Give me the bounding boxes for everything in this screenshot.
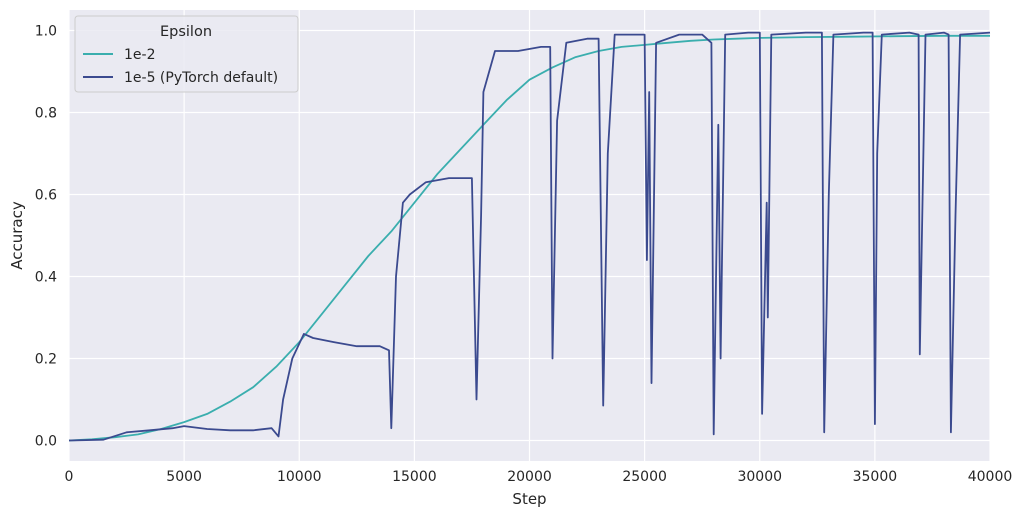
y-tick-label: 1.0 xyxy=(35,24,57,40)
x-tick-label: 5000 xyxy=(166,469,202,485)
x-tick-label: 0 xyxy=(65,469,74,485)
y-tick-label: 0.6 xyxy=(35,188,57,204)
y-tick-label: 0.2 xyxy=(35,352,57,368)
x-tick-label: 10000 xyxy=(277,469,322,485)
series-line-1e-2 xyxy=(68,34,990,442)
x-tick-label: 25000 xyxy=(622,469,667,485)
y-tick-label: 0.8 xyxy=(35,106,57,122)
x-tick-label: 35000 xyxy=(853,469,898,485)
x-tick-label: 20000 xyxy=(507,469,552,485)
y-axis-ticks: 0.0 0.2 0.4 0.6 0.8 1.0 xyxy=(35,24,57,450)
x-tick-label: 30000 xyxy=(737,469,782,485)
x-tick-label: 40000 xyxy=(968,469,1013,485)
legend-label-1e-2: 1e-2 xyxy=(124,47,155,63)
legend-box xyxy=(74,15,299,93)
y-tick-label: 0.0 xyxy=(35,434,57,450)
y-tick-label: 0.4 xyxy=(35,270,57,286)
x-axis-label: Step xyxy=(512,490,546,508)
x-axis-ticks: 0 5000 10000 15000 20000 25000 30000 35000 40000 xyxy=(65,469,1013,485)
y-axis-label: Accuracy xyxy=(8,201,26,270)
grid-lines xyxy=(68,10,991,461)
legend: Epsilon 1e-2 1e-5 (PyTorch default) xyxy=(74,15,299,93)
series-line-1e-5 xyxy=(68,31,991,442)
series-lines xyxy=(68,31,991,442)
legend-title: Epsilon xyxy=(160,24,212,40)
legend-label-1e-5: 1e-5 (PyTorch default) xyxy=(124,70,278,86)
x-tick-label: 15000 xyxy=(392,469,437,485)
